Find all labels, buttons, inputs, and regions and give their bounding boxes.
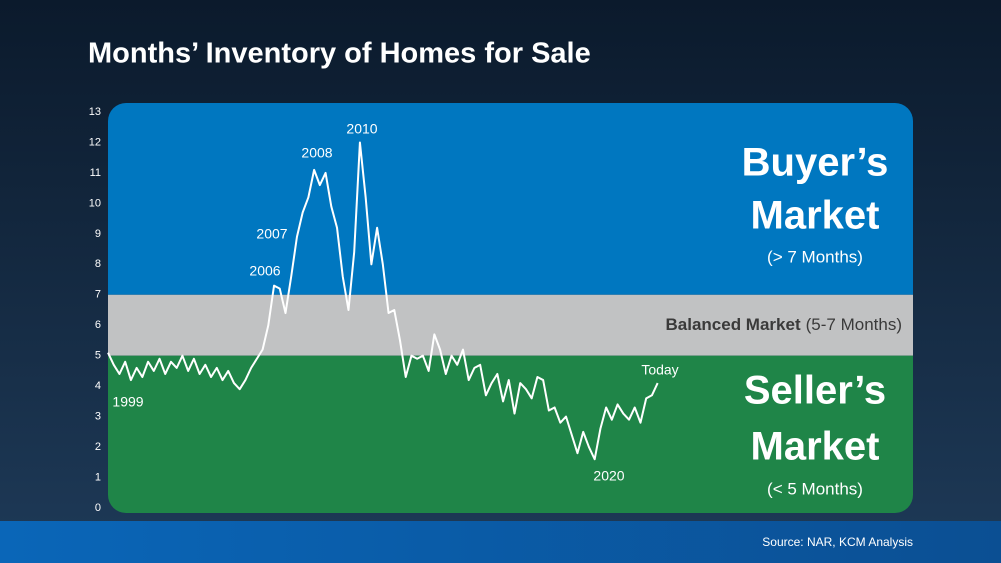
zone-band [108,294,913,356]
chart-title: Months’ Inventory of Homes for Sale [88,38,591,70]
annotation: 2006 [249,263,280,279]
annotation: 2008 [301,145,332,161]
y-tick-label: 4 [95,380,101,392]
zone-sublabel: (5-7 Months) [806,315,902,334]
annotation: Today [641,362,678,378]
zone-title: Market [751,194,880,238]
data-line [107,141,659,461]
zone-band [108,103,913,295]
y-tick-label: 3 [95,411,101,423]
source: Source: NAR, KCM Analysis [762,535,913,549]
y-tick-label: 12 [89,136,101,148]
y-tick-label: 7 [95,289,101,301]
zone-label: Balanced Market (5-7 Months) [666,315,903,334]
footer-bar [0,521,1001,563]
y-tick-label: 8 [95,258,101,270]
y-tick-label: 1 [95,471,101,483]
zone-title: Buyer’s [742,141,889,185]
y-tick-label: 2 [95,441,101,453]
y-tick-label: 9 [95,228,101,240]
y-tick-label: 10 [89,197,101,209]
zone-sublabel: (> 7 Months) [767,247,863,266]
zone-sublabel: (< 5 Months) [767,479,863,498]
annotation: 2010 [346,121,377,137]
zone-title: Seller’s [744,369,886,413]
zones [108,103,913,513]
y-tick-label: 11 [90,167,101,179]
zone-title: Balanced Market [666,315,801,334]
y-tick-label: 6 [95,319,101,331]
annotation: 2020 [593,468,624,484]
zone-title: Market [751,425,880,469]
y-tick-label: 0 [95,502,101,514]
y-tick-label: 13 [89,106,101,118]
y-tick-label: 5 [95,350,101,362]
zone-band [108,355,913,513]
annotation: 1999 [112,394,143,410]
annotation: 2007 [256,226,287,242]
